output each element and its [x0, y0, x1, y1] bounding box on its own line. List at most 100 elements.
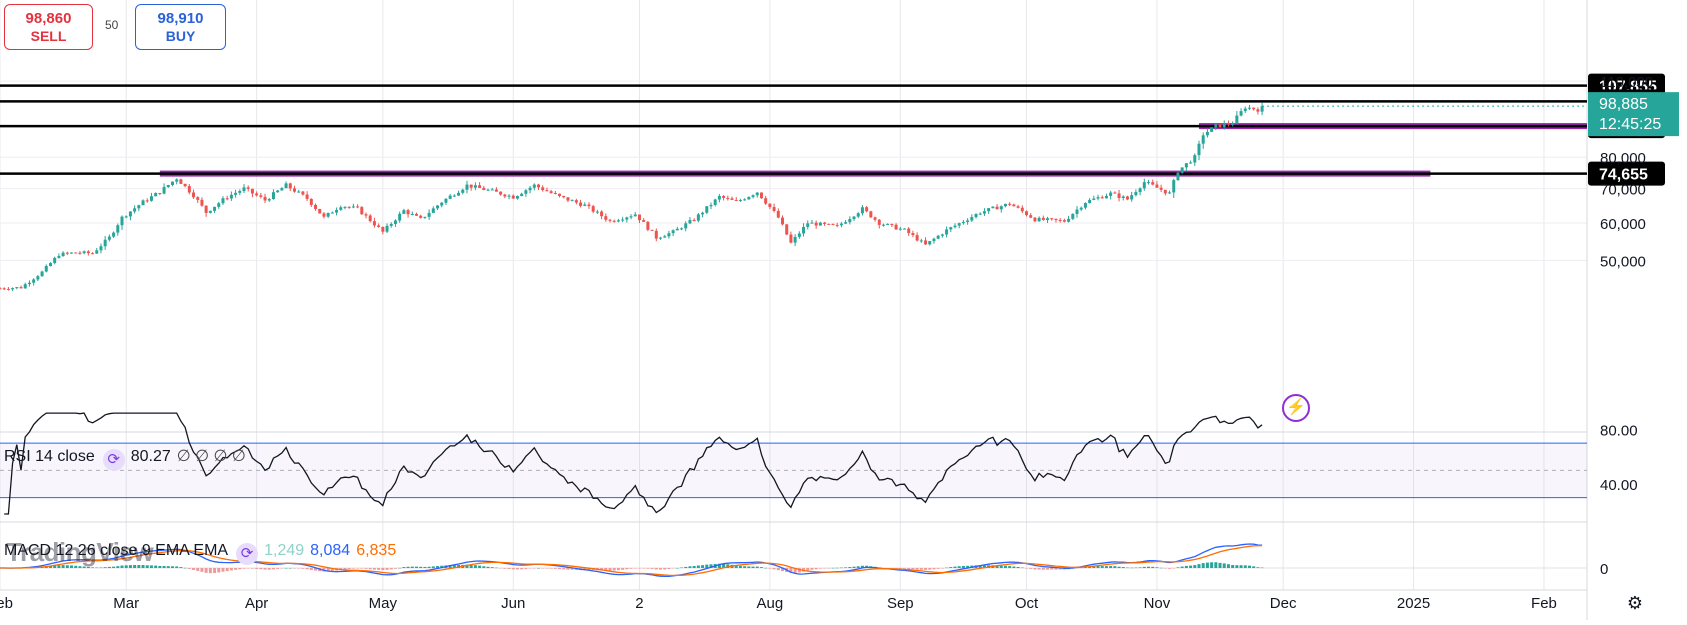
candle-body: [818, 222, 822, 226]
candle-body: [1256, 109, 1260, 112]
macd-legend-title: MACD 12 26 close 9 EMA EMA: [4, 542, 229, 559]
macd-histogram-bar: [823, 568, 827, 569]
macd-histogram-bar: [271, 568, 275, 570]
macd-histogram-bar: [911, 568, 915, 570]
candle-body: [452, 195, 456, 197]
settings-icon[interactable]: ⚙: [1626, 593, 1644, 613]
macd-histogram-bar: [734, 565, 738, 568]
macd-histogram-bar: [507, 568, 511, 570]
candle-body: [145, 200, 149, 202]
macd-histogram-bar: [1109, 566, 1113, 568]
candle-body: [558, 193, 562, 196]
candle-body: [839, 223, 843, 226]
candle-body: [886, 223, 890, 225]
macd-histogram-bar: [419, 566, 423, 568]
candle-body: [225, 198, 229, 200]
macd-histogram-bar: [520, 568, 524, 570]
candle-body: [70, 252, 74, 254]
candle-body: [823, 222, 827, 224]
candle-body: [335, 209, 339, 213]
lightning-icon[interactable]: ⚡: [1282, 394, 1310, 422]
macd-histogram-bar: [932, 568, 936, 570]
candle-body: [608, 219, 612, 221]
candle-body: [213, 206, 217, 211]
cycle-icon[interactable]: ⟳: [102, 449, 125, 471]
macd-histogram-bar: [1218, 562, 1222, 568]
macd-histogram-bar: [675, 567, 679, 569]
cycle-icon[interactable]: ⟳: [236, 543, 259, 565]
macd-histogram-bar: [898, 568, 902, 569]
candle-body: [2, 288, 6, 290]
candle-body: [692, 220, 696, 222]
macd-histogram-bar: [95, 567, 99, 569]
candle-body: [658, 237, 662, 239]
macd-histogram-bar: [818, 568, 822, 569]
candle-body: [1218, 124, 1222, 128]
macd-histogram-bar: [1058, 568, 1062, 570]
candle-body: [541, 187, 545, 191]
macd-histogram-bar: [844, 567, 848, 568]
macd-histogram-bar: [1180, 566, 1184, 568]
candle-body: [91, 253, 95, 255]
horizontal-zones[interactable]: [159, 123, 1587, 177]
candle-body: [1159, 187, 1163, 190]
candle-body: [903, 228, 907, 230]
candle-body: [974, 214, 978, 218]
macd-histogram-bar: [1020, 567, 1024, 569]
candle-body: [789, 234, 793, 243]
macd-histogram-bar: [1142, 566, 1146, 568]
candle-body: [1075, 209, 1079, 214]
sell-button[interactable]: 98,860 SELL: [4, 4, 93, 50]
candle-body: [128, 211, 132, 217]
macd-histogram-bar: [1012, 566, 1016, 568]
macd-histogram-bar: [936, 568, 940, 569]
macd-histogram-bar: [755, 566, 759, 568]
macd-histogram-bar: [436, 566, 440, 568]
macd-histogram-bar: [133, 565, 137, 568]
time-tick-label: Nov: [1144, 595, 1171, 612]
macd-histogram-bar: [978, 565, 982, 568]
macd-histogram-bar: [494, 567, 498, 569]
candle-body: [490, 189, 494, 191]
candle-body: [1100, 197, 1104, 199]
macd-histogram-bar: [663, 568, 667, 570]
macd-histogram-bar: [1117, 566, 1121, 568]
candle-body: [688, 220, 692, 224]
macd-histogram-bar: [74, 565, 78, 568]
macd-histogram-bar: [558, 568, 562, 570]
candle-body: [970, 217, 974, 221]
candle-body: [406, 210, 410, 215]
candle-body: [667, 233, 671, 237]
macd-histogram-bar: [410, 566, 414, 568]
rsi-legend[interactable]: RSI 14 close ⟳ 80.27 ∅ ∅ ∅ ∅: [4, 446, 252, 471]
macd-histogram-bar: [175, 566, 179, 568]
buy-button[interactable]: 98,910 BUY: [135, 4, 226, 50]
macd-histogram-bar: [1235, 565, 1239, 568]
candle-body: [574, 200, 578, 203]
candle-body: [377, 225, 381, 227]
macd-histogram-bar: [301, 568, 305, 569]
candle-body: [1193, 155, 1197, 163]
candle-body: [1243, 108, 1247, 112]
candle-body: [263, 196, 267, 201]
candle-body: [271, 192, 275, 200]
candle-body: [873, 217, 877, 220]
macd-histogram-bar: [78, 566, 82, 568]
tradingview-watermark: TradingView: [6, 537, 154, 568]
macd-histogram-bar: [1210, 562, 1214, 568]
macd-histogram-bar: [1176, 567, 1180, 568]
candle-body: [978, 213, 982, 215]
candle-body: [103, 239, 107, 247]
candle-body: [629, 216, 633, 218]
horizontal-levels[interactable]: 107,855100,87091,02574,655: [0, 73, 1665, 186]
macd-legend[interactable]: MACD 12 26 close 9 EMA EMA ⟳ 1,249 8,084 6,8…: [4, 542, 402, 565]
macd-histogram-bar: [263, 568, 267, 570]
macd-histogram-bar: [726, 564, 730, 568]
macd-histogram-bar: [806, 568, 810, 571]
candle-body: [276, 190, 280, 193]
macd-histogram-bar: [1226, 564, 1230, 568]
rsi-legend-extra: ∅ ∅ ∅ ∅: [176, 448, 246, 465]
candle-body: [995, 206, 999, 210]
